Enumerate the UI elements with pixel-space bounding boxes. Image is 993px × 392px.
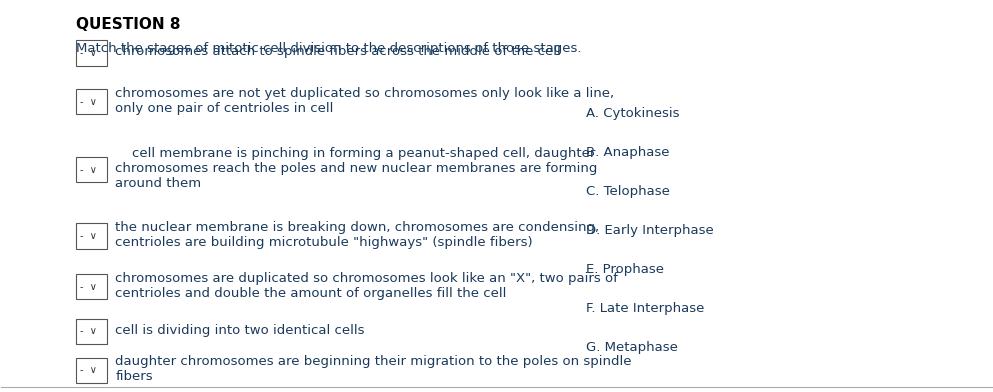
- Text: -  ∨: - ∨: [79, 365, 96, 376]
- Text: -  ∨: - ∨: [79, 231, 96, 241]
- Text: -  ∨: - ∨: [79, 97, 96, 107]
- Text: -  ∨: - ∨: [79, 48, 96, 58]
- Text: -  ∨: - ∨: [79, 165, 96, 175]
- Text: Match the stages of mitotic cell division to the descriptions of those stages.: Match the stages of mitotic cell divisio…: [75, 42, 581, 55]
- FancyBboxPatch shape: [75, 40, 107, 65]
- Text: chromosomes attach to spindle fibers across the middle of the cell: chromosomes attach to spindle fibers acr…: [115, 45, 561, 58]
- FancyBboxPatch shape: [75, 89, 107, 114]
- Text: chromosomes are duplicated so chromosomes look like an "X", two pairs of
centrio: chromosomes are duplicated so chromosome…: [115, 272, 618, 299]
- FancyBboxPatch shape: [75, 319, 107, 344]
- Text: -  ∨: - ∨: [79, 327, 96, 336]
- Text: B. Anaphase: B. Anaphase: [586, 146, 669, 159]
- Text: F. Late Interphase: F. Late Interphase: [586, 302, 704, 315]
- Text: E. Prophase: E. Prophase: [586, 263, 663, 276]
- Text: daughter chromosomes are beginning their migration to the poles on spindle
fiber: daughter chromosomes are beginning their…: [115, 355, 632, 383]
- FancyBboxPatch shape: [75, 157, 107, 182]
- FancyBboxPatch shape: [75, 274, 107, 299]
- Text: cell membrane is pinching in forming a peanut-shaped cell, daughter
chromosomes : cell membrane is pinching in forming a p…: [115, 147, 598, 190]
- Text: G. Metaphase: G. Metaphase: [586, 341, 677, 354]
- Text: -  ∨: - ∨: [79, 282, 96, 292]
- Text: cell is dividing into two identical cells: cell is dividing into two identical cell…: [115, 324, 364, 337]
- FancyBboxPatch shape: [75, 223, 107, 249]
- Text: D. Early Interphase: D. Early Interphase: [586, 224, 713, 237]
- Text: C. Telophase: C. Telophase: [586, 185, 669, 198]
- Text: chromosomes are not yet duplicated so chromosomes only look like a line,
only on: chromosomes are not yet duplicated so ch…: [115, 87, 615, 114]
- Text: QUESTION 8: QUESTION 8: [75, 17, 180, 32]
- FancyBboxPatch shape: [75, 358, 107, 383]
- Text: A. Cytokinesis: A. Cytokinesis: [586, 107, 679, 120]
- Text: the nuclear membrane is breaking down, chromosomes are condensing,
centrioles ar: the nuclear membrane is breaking down, c…: [115, 221, 600, 249]
